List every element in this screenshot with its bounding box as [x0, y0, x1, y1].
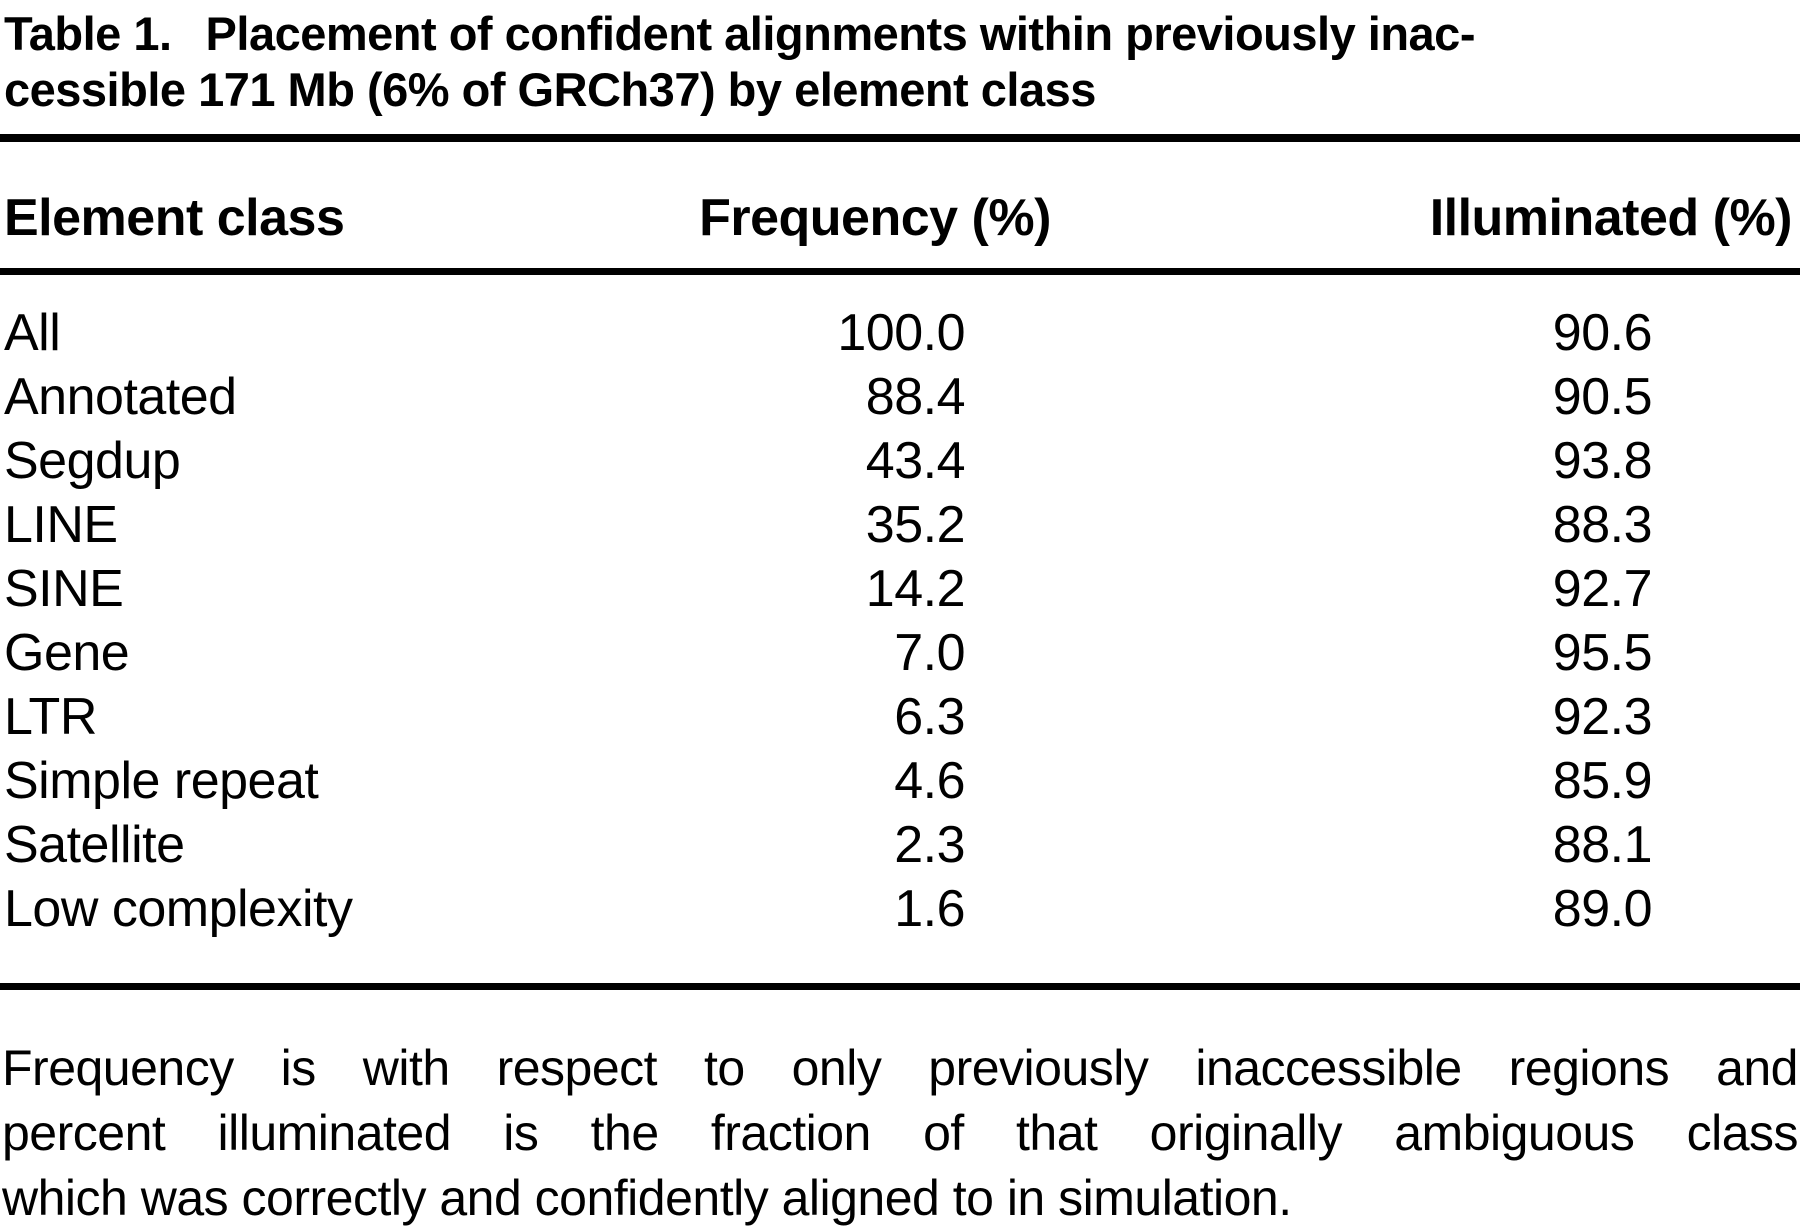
table-row: LINE 35.2 88.3 [0, 493, 1800, 557]
table-row: Satellite 2.3 88.1 [0, 813, 1800, 877]
column-header-element-class: Element class [0, 142, 600, 275]
table-row: All 100.0 90.6 [0, 272, 1800, 366]
cell-illuminated: 90.5 [1552, 368, 1653, 426]
cell-illuminated: 95.5 [1552, 624, 1653, 682]
cell-illuminated: 88.3 [1552, 496, 1653, 554]
cell-frequency: 35.2 [865, 496, 966, 554]
cell-element-class: LINE [4, 496, 118, 554]
cell-element-class: LTR [4, 688, 97, 746]
footnote-line: Frequency is with respect to only previo… [2, 1040, 1799, 1096]
cell-element-class: Low complexity [4, 880, 353, 938]
table-row: Low complexity 1.6 89.0 [0, 877, 1800, 987]
table-title-line2: cessible 171 Mb (6% of GRCh37) by elemen… [4, 63, 1096, 116]
cell-illuminated: 89.0 [1552, 880, 1653, 938]
cell-illuminated: 88.1 [1552, 816, 1653, 874]
cell-illuminated: 92.7 [1552, 560, 1653, 618]
table-footnote: Frequency is with respect to only previo… [0, 1036, 1800, 1228]
table-number: Table 1. [4, 7, 172, 60]
cell-illuminated: 90.6 [1552, 304, 1653, 362]
table-row: Gene 7.0 95.5 [0, 621, 1800, 685]
footnote-line: which was correctly and confidently alig… [2, 1170, 1292, 1226]
footnote-line: percent illuminated is the fraction of t… [2, 1105, 1799, 1161]
table-title: Table 1. Placement of confident alignment… [0, 6, 1800, 118]
table-title-line1-text: Placement of confident alignments within… [205, 7, 1476, 60]
cell-frequency: 88.4 [865, 368, 966, 426]
table-row: Annotated 88.4 90.5 [0, 365, 1800, 429]
cell-element-class: Segdup [4, 432, 181, 490]
cell-element-class: SINE [4, 560, 124, 618]
cell-frequency: 4.6 [894, 752, 965, 810]
table-row: Segdup 43.4 93.8 [0, 429, 1800, 493]
cell-frequency: 14.2 [865, 560, 966, 618]
column-header-frequency: Frequency (%) [600, 142, 1150, 275]
cell-element-class: Satellite [4, 816, 185, 874]
cell-element-class: Annotated [4, 368, 237, 426]
cell-frequency: 43.4 [865, 432, 966, 490]
cell-illuminated: 92.3 [1552, 688, 1653, 746]
cell-element-class: All [4, 304, 61, 362]
cell-element-class: Simple repeat [4, 752, 319, 810]
cell-illuminated: 85.9 [1552, 752, 1653, 810]
cell-frequency: 1.6 [894, 880, 965, 938]
cell-element-class: Gene [4, 624, 130, 682]
table-row: SINE 14.2 92.7 [0, 557, 1800, 621]
table-row: Simple repeat 4.6 85.9 [0, 749, 1800, 813]
column-header-illuminated: Illuminated (%) [1150, 142, 1800, 275]
title-divider-rule [0, 134, 1800, 142]
cell-frequency: 100.0 [837, 304, 965, 362]
table-title-line1: Table 1. Placement of confident alignment… [4, 6, 1800, 62]
cell-frequency: 6.3 [894, 688, 965, 746]
cell-frequency: 7.0 [894, 624, 965, 682]
alignment-placement-table: Element class Frequency (%) Illuminated … [0, 142, 1800, 990]
table-header: Element class Frequency (%) Illuminated … [0, 142, 1800, 275]
header-row: Element class Frequency (%) Illuminated … [0, 142, 1800, 275]
table-body: All 100.0 90.6 Annotated 88.4 90.5 Segdu… [0, 272, 1800, 987]
table-row: LTR 6.3 92.3 [0, 685, 1800, 749]
cell-illuminated: 93.8 [1552, 432, 1653, 490]
cell-frequency: 2.3 [894, 816, 965, 874]
